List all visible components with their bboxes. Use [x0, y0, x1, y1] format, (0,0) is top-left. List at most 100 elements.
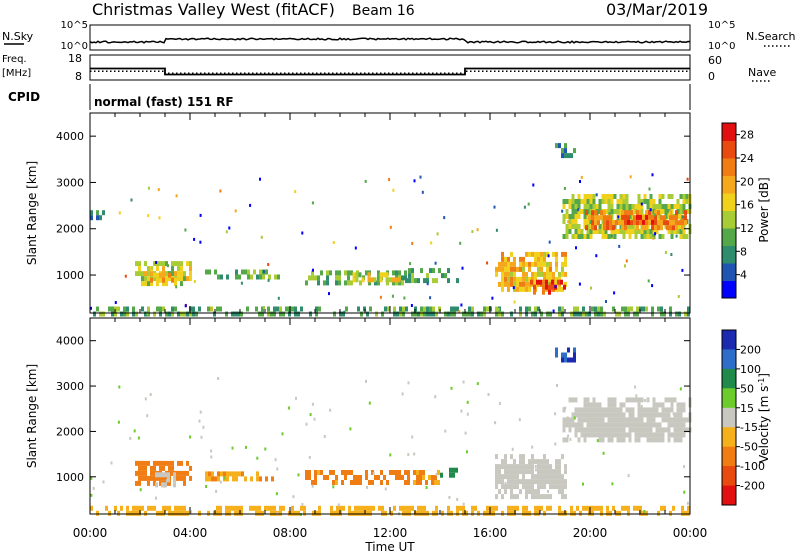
velocity-cell	[216, 505, 219, 511]
velocity-cell	[183, 480, 186, 486]
power-cell	[423, 306, 426, 312]
power-cell	[551, 284, 554, 290]
power-cell	[607, 204, 611, 209]
power-cell	[574, 219, 578, 224]
power-cell	[651, 219, 654, 225]
velocity-cell	[498, 474, 501, 480]
power-cell	[533, 284, 536, 290]
velocity-cell	[495, 479, 498, 485]
velocity-cell	[610, 397, 614, 403]
power-cell	[645, 225, 648, 231]
power-cell	[395, 280, 398, 286]
power-cell	[189, 261, 192, 267]
power-cell	[571, 209, 575, 214]
velocity-cell	[562, 422, 566, 428]
nsky-panel	[89, 24, 691, 51]
velocity-noise-cell	[683, 465, 686, 469]
power-cell	[432, 306, 435, 312]
velocity-cell	[637, 427, 641, 433]
power-cell	[411, 268, 414, 274]
power-cell	[90, 210, 93, 216]
velocity-cell	[108, 510, 111, 516]
velocity-cell	[329, 470, 332, 475]
power-cell	[276, 306, 279, 312]
power-cell	[542, 289, 545, 295]
velocity-cell	[171, 465, 174, 471]
power-cell	[217, 274, 220, 280]
power-cell	[305, 280, 308, 286]
velocity-cell	[622, 422, 626, 428]
velocity-cell	[114, 505, 117, 511]
velocity-cell	[610, 422, 614, 428]
freq-label-line1: Freq.	[2, 54, 27, 65]
velocity-cell	[658, 422, 662, 428]
velocity-cell	[357, 510, 360, 516]
power-cell	[291, 306, 294, 312]
velocity-cell	[165, 460, 168, 466]
velocity-noise-cell	[308, 455, 311, 459]
velocity-cell	[156, 510, 159, 516]
power-cell	[651, 306, 654, 312]
power-cell	[589, 204, 593, 209]
power-cell	[624, 225, 627, 231]
velocity-cell	[264, 505, 267, 511]
power-cell	[180, 271, 183, 277]
power-cell	[315, 311, 318, 317]
power-cell	[684, 215, 687, 221]
velocity-cell	[676, 412, 680, 418]
power-cell	[672, 215, 675, 221]
x-tick-label: 00:00	[73, 526, 108, 540]
power-noise-cell	[677, 295, 680, 298]
power-cell	[435, 311, 438, 317]
velocity-cell	[369, 505, 372, 511]
power-cell	[618, 311, 621, 317]
velocity-cell	[158, 472, 161, 478]
power-cell	[444, 273, 447, 279]
velocity-cell	[471, 505, 474, 511]
velocity-noise-cell	[476, 382, 479, 386]
velocity-cell	[679, 417, 683, 423]
velocity-cell	[214, 476, 217, 482]
velocity-cell	[339, 505, 342, 511]
y-tick-label: 2000	[56, 223, 84, 236]
velocity-cell	[308, 475, 311, 480]
velocity-cell	[595, 407, 599, 413]
power-noise-cell	[578, 282, 581, 286]
velocity-cell	[543, 454, 546, 460]
velocity-cell	[570, 505, 573, 511]
velocity-colorbar-tick-label: 200	[740, 343, 761, 356]
power-noise-cell	[409, 262, 412, 266]
velocity-cell	[407, 470, 410, 475]
power-cell	[604, 194, 608, 199]
velocity-cell	[240, 510, 243, 516]
velocity-noise-cell	[407, 381, 410, 385]
velocity-cell	[598, 422, 602, 428]
velocity-cell	[510, 505, 513, 511]
power-cell	[649, 234, 653, 239]
velocity-cell	[405, 510, 408, 516]
velocity-cell	[393, 505, 396, 511]
velocity-cell	[360, 510, 363, 516]
power-cell	[270, 311, 273, 317]
velocity-cell	[604, 427, 608, 433]
power-cell	[571, 234, 575, 239]
power-cell	[159, 272, 162, 278]
power-cell	[358, 272, 362, 278]
velocity-cell	[615, 510, 618, 516]
power-noise-cell	[411, 241, 414, 245]
power-noise-cell	[210, 307, 213, 311]
velocity-cell	[171, 510, 174, 516]
velocity-cell	[183, 505, 186, 511]
velocity-cell	[591, 510, 594, 516]
power-cell	[636, 210, 639, 216]
velocity-cell	[270, 510, 273, 516]
velocity-cell	[150, 505, 153, 511]
power-cell	[558, 311, 561, 317]
velocity-cell	[234, 510, 237, 516]
velocity-cell	[501, 459, 504, 465]
velocity-cell	[383, 475, 386, 480]
power-cell	[654, 214, 657, 220]
velocity-noise-cell	[189, 435, 192, 439]
velocity-cell	[579, 510, 582, 516]
velocity-cell	[595, 432, 599, 438]
